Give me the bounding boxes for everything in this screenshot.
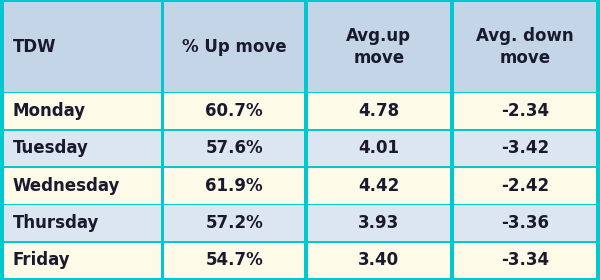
Text: 4.78: 4.78 [358, 102, 400, 120]
Text: 4.01: 4.01 [358, 139, 400, 157]
Text: 54.7%: 54.7% [205, 251, 263, 269]
Text: 4.42: 4.42 [358, 177, 400, 195]
Text: Tuesday: Tuesday [13, 139, 88, 157]
Bar [454, 131, 596, 166]
Text: -3.36: -3.36 [501, 214, 549, 232]
Bar [4, 168, 161, 204]
Bar [164, 93, 304, 129]
Text: 60.7%: 60.7% [205, 102, 263, 120]
Text: Monday: Monday [13, 102, 86, 120]
Bar [454, 2, 596, 92]
Text: -2.34: -2.34 [501, 102, 549, 120]
Bar [308, 243, 450, 278]
Text: -2.42: -2.42 [501, 177, 549, 195]
Text: -3.42: -3.42 [501, 139, 549, 157]
Bar [308, 205, 450, 241]
Bar [4, 205, 161, 241]
Text: % Up move: % Up move [182, 38, 286, 56]
Bar [4, 131, 161, 166]
Bar [454, 243, 596, 278]
Bar [454, 205, 596, 241]
Text: -3.34: -3.34 [501, 251, 549, 269]
Bar [308, 2, 450, 92]
Bar [164, 131, 304, 166]
Text: Friday: Friday [13, 251, 70, 269]
Text: 57.6%: 57.6% [205, 139, 263, 157]
Bar [308, 131, 450, 166]
Bar [4, 243, 161, 278]
Bar [164, 205, 304, 241]
Text: Thursday: Thursday [13, 214, 99, 232]
Bar [4, 93, 161, 129]
Text: 3.93: 3.93 [358, 214, 400, 232]
Bar [4, 2, 161, 92]
Text: 61.9%: 61.9% [205, 177, 263, 195]
Text: Wednesday: Wednesday [13, 177, 120, 195]
Bar [454, 93, 596, 129]
Text: 57.2%: 57.2% [205, 214, 263, 232]
Bar [164, 243, 304, 278]
Bar [308, 93, 450, 129]
Bar [164, 2, 304, 92]
Bar [164, 168, 304, 204]
Bar [454, 168, 596, 204]
Bar [308, 168, 450, 204]
Text: 3.40: 3.40 [358, 251, 400, 269]
Text: TDW: TDW [13, 38, 56, 56]
Text: Avg. down
move: Avg. down move [476, 27, 574, 67]
Text: Avg.up
move: Avg.up move [346, 27, 412, 67]
